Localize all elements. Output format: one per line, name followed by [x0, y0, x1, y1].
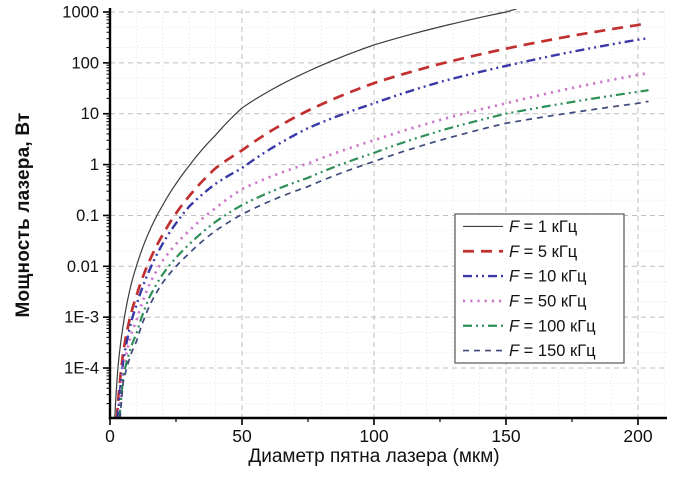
x-tick-label: 200	[623, 426, 652, 446]
legend-box	[454, 213, 625, 364]
ticks	[103, 11, 639, 425]
x-tick-label: 0	[105, 426, 115, 446]
y-tick-label: 100	[71, 54, 99, 72]
curve-100khz	[118, 89, 649, 418]
legend: F = 1 кГц F = 5 кГц F = 10 кГц F = 50 кГц F …	[454, 213, 625, 364]
y-axis-title: Мощность лазера, Вт	[13, 112, 34, 318]
x-tick-label: 150	[491, 426, 520, 446]
x-axis-title: Диаметр пятна лазера (мкм)	[248, 446, 500, 467]
y-tick-label: 1E-3	[64, 309, 99, 327]
curve-50khz	[117, 71, 649, 418]
curves	[114, 9, 649, 418]
curve-5khz	[115, 21, 647, 418]
curve-1khz	[114, 9, 517, 418]
legend-label: F = 1 кГц	[509, 218, 578, 236]
y-tick-label: 10	[81, 105, 99, 123]
curve-150khz	[119, 100, 649, 418]
y-tick-label: 1E-4	[64, 360, 99, 378]
y-tick-label: 1000	[62, 4, 99, 22]
x-tick-label: 50	[232, 426, 252, 446]
axes	[108, 8, 667, 420]
y-tick-label: 1	[90, 156, 99, 174]
legend-label: F = 150 кГц	[509, 342, 596, 360]
major-grid	[110, 9, 667, 418]
legend-label: F = 50 кГц	[509, 292, 587, 310]
legend-label: F = 5 кГц	[509, 243, 578, 261]
y-tick-label: 0.1	[76, 207, 99, 225]
tick-labels: 0 50 100 150 200 1000 100 10 1 0.1 0.01 1E-3 1E-4	[62, 4, 653, 447]
curve-10khz	[116, 37, 647, 418]
legend-label: F = 100 кГц	[509, 317, 596, 335]
x-tick-label: 100	[359, 426, 388, 446]
legend-label: F = 10 кГц	[509, 268, 587, 286]
y-tick-label: 0.01	[67, 258, 99, 276]
